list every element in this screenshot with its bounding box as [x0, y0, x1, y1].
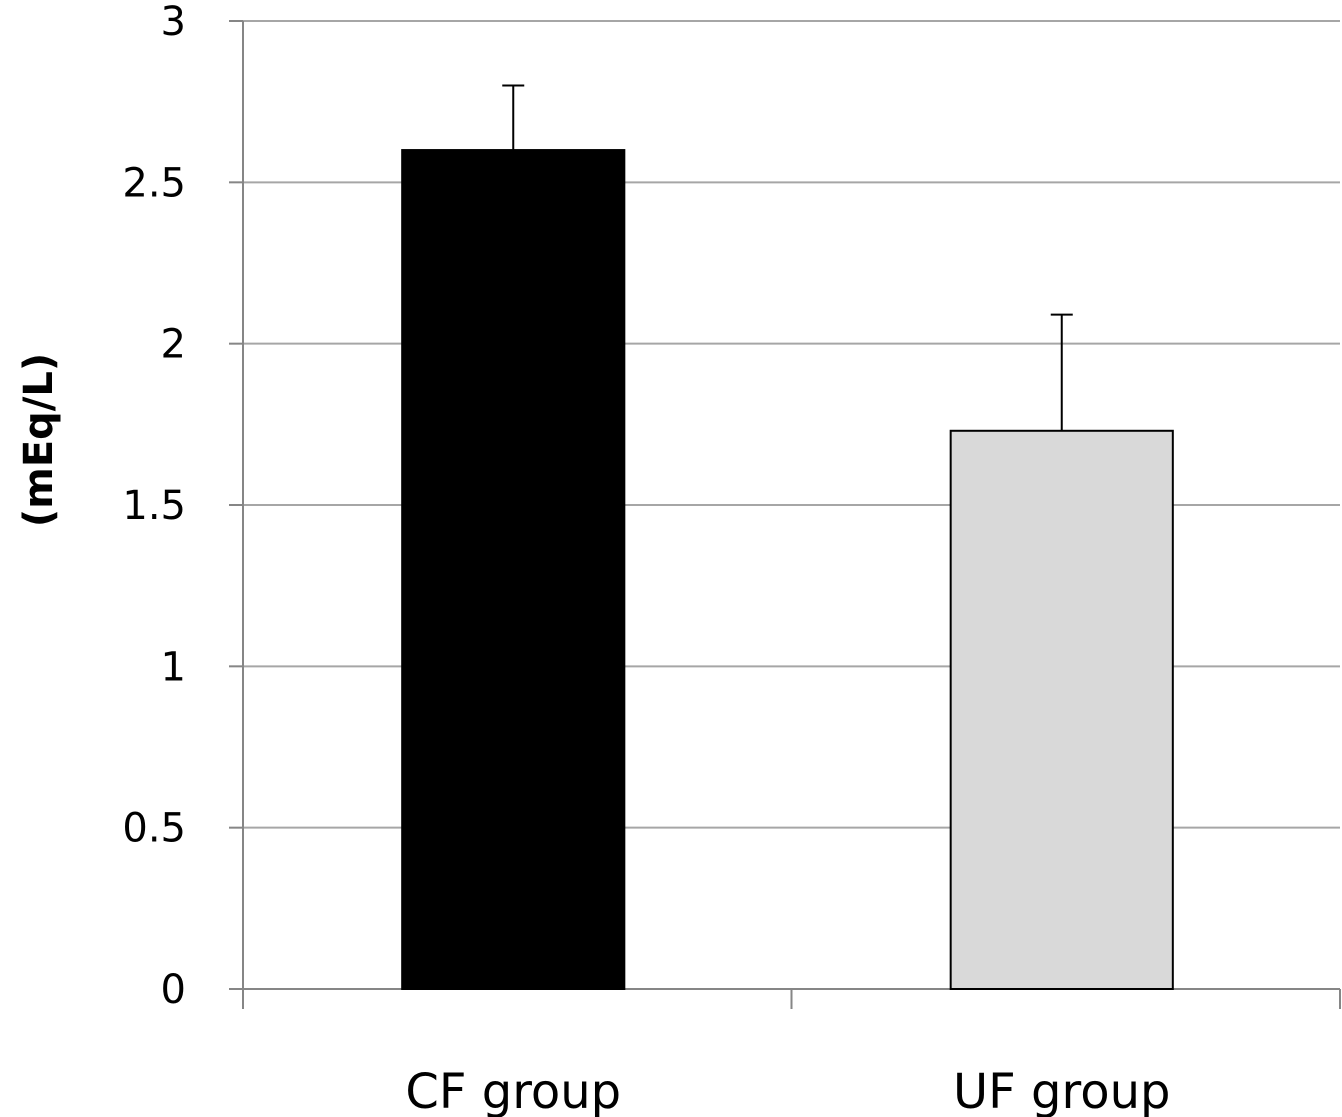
y-tick-label-6: 3 — [161, 0, 186, 45]
y-tick-label-3: 1.5 — [122, 483, 186, 529]
x-category-label-0: CF group — [405, 1064, 621, 1117]
bar-0 — [401, 149, 626, 991]
tick-labels: 0 0.5 1 1.5 2 2.5 3 CF group UF group — [122, 0, 1170, 1117]
bar-1 — [949, 429, 1174, 990]
x-category-label-1: UF group — [953, 1064, 1170, 1117]
y-axis-title: (mEq/L) — [16, 353, 62, 527]
y-tick-label-4: 2 — [161, 322, 186, 368]
y-tick-label-5: 2.5 — [122, 160, 186, 206]
bars — [401, 149, 1174, 991]
error-bars — [502, 84, 1073, 431]
y-tick-label-2: 1 — [161, 644, 186, 690]
y-tick-label-1: 0.5 — [122, 806, 186, 852]
y-tick-label-0: 0 — [161, 967, 186, 1013]
